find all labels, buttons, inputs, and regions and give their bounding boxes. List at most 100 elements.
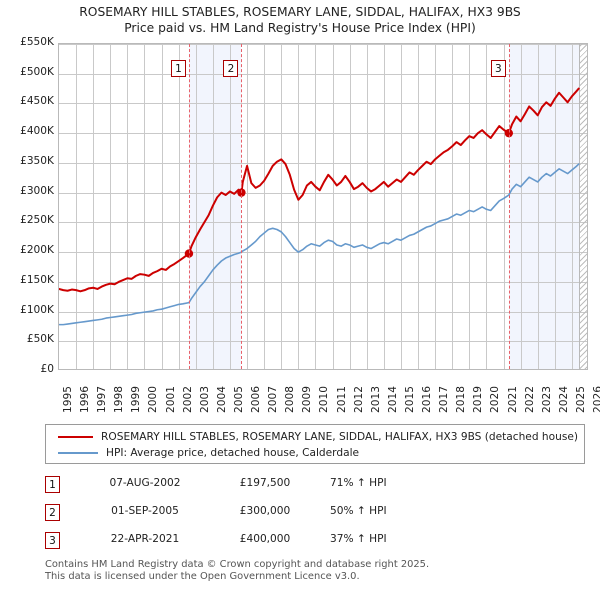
gridline-vertical bbox=[264, 44, 265, 369]
gridline-vertical bbox=[196, 44, 197, 369]
gridline-vertical bbox=[504, 44, 505, 369]
gridline-vertical bbox=[384, 44, 385, 369]
event-marker-badge-1[interactable]: 1 bbox=[170, 60, 186, 77]
table-row: 1 07-AUG-2002 £197,500 71% ↑ HPI bbox=[45, 474, 465, 502]
y-tick-label: £350K bbox=[20, 154, 54, 167]
gridline-vertical bbox=[315, 44, 316, 369]
gridline-vertical bbox=[572, 44, 573, 369]
legend-item-1: ROSEMARY HILL STABLES, ROSEMARY LANE, SI… bbox=[52, 429, 578, 445]
x-tick-label: 2000 bbox=[147, 386, 160, 413]
y-tick-label: £100K bbox=[20, 303, 54, 316]
gridline-horizontal bbox=[59, 74, 587, 75]
x-tick-label: 2006 bbox=[250, 386, 263, 413]
x-tick-label: 2025 bbox=[574, 386, 587, 413]
page-title: ROSEMARY HILL STABLES, ROSEMARY LANE, SI… bbox=[0, 4, 600, 36]
x-tick-label: 2001 bbox=[164, 386, 177, 413]
table-row: 2 01-SEP-2005 £300,000 50% ↑ HPI bbox=[45, 502, 465, 530]
x-tick-label: 2019 bbox=[472, 386, 485, 413]
gridline-vertical bbox=[247, 44, 248, 369]
event-point-2[interactable] bbox=[237, 188, 246, 197]
x-tick-label: 2024 bbox=[557, 386, 570, 413]
gridline-horizontal bbox=[59, 193, 587, 194]
legend-swatch-1 bbox=[58, 436, 94, 438]
x-tick-label: 1995 bbox=[62, 386, 74, 413]
x-tick-label: 2004 bbox=[215, 386, 228, 413]
x-tick-label: 2007 bbox=[267, 386, 280, 413]
y-tick-label: £150K bbox=[20, 273, 54, 286]
gridline-vertical bbox=[350, 44, 351, 369]
footer-line-1: Contains HM Land Registry data © Crown c… bbox=[45, 559, 430, 570]
x-tick-label: 2002 bbox=[181, 386, 194, 413]
transaction-price: £197,500 bbox=[239, 477, 291, 489]
gridline-vertical bbox=[110, 44, 111, 369]
gridline-horizontal bbox=[59, 222, 587, 223]
gridline-vertical bbox=[435, 44, 436, 369]
transaction-price: £300,000 bbox=[239, 505, 291, 517]
transaction-number-badge[interactable]: 3 bbox=[45, 532, 60, 549]
event-marker-badge-2[interactable]: 2 bbox=[223, 60, 239, 77]
x-tick-label: 2010 bbox=[318, 386, 331, 413]
table-row: 3 22-APR-2021 £400,000 37% ↑ HPI bbox=[45, 530, 465, 558]
legend-item-2: HPI: Average price, detached house, Cald… bbox=[52, 445, 578, 461]
gridline-vertical bbox=[162, 44, 163, 369]
x-tick-label: 2005 bbox=[232, 386, 245, 413]
gridline-horizontal bbox=[59, 103, 587, 104]
x-tick-label: 2023 bbox=[540, 386, 553, 413]
x-tick-label: 2012 bbox=[352, 386, 365, 413]
x-tick-label: 2016 bbox=[421, 386, 434, 413]
y-tick-label: £550K bbox=[20, 36, 54, 48]
transaction-date: 01-SEP-2005 bbox=[111, 505, 179, 517]
y-tick-label: £400K bbox=[20, 125, 54, 138]
gridline-horizontal bbox=[59, 133, 587, 134]
x-tick-label: 2011 bbox=[335, 386, 348, 413]
legend-swatch-2 bbox=[58, 452, 98, 454]
y-tick-label: £500K bbox=[20, 65, 54, 78]
transaction-number-badge[interactable]: 2 bbox=[45, 504, 60, 521]
y-tick-label: £200K bbox=[20, 244, 54, 257]
transaction-date: 07-AUG-2002 bbox=[109, 477, 181, 489]
gridline-vertical bbox=[93, 44, 94, 369]
y-tick-label: £0 bbox=[40, 363, 54, 375]
gridline-horizontal bbox=[59, 312, 587, 313]
gridline-vertical bbox=[127, 44, 128, 369]
x-tick-label: 2026 bbox=[592, 386, 600, 413]
x-tick-label: 2003 bbox=[198, 386, 211, 413]
x-tick-label: 2017 bbox=[438, 386, 451, 413]
x-tick-label: 2022 bbox=[523, 386, 536, 413]
shaded-band-2 bbox=[508, 44, 579, 369]
x-tick-label: 1997 bbox=[96, 386, 109, 413]
gridline-vertical bbox=[418, 44, 419, 369]
gridline-vertical bbox=[555, 44, 556, 369]
x-tick-label: 1998 bbox=[113, 386, 126, 413]
gridline-horizontal bbox=[59, 44, 587, 45]
event-marker-badge-3[interactable]: 3 bbox=[490, 60, 506, 77]
event-marker-line-1 bbox=[188, 44, 190, 369]
transaction-price: £400,000 bbox=[239, 533, 291, 545]
x-tick-label: 2020 bbox=[489, 386, 502, 413]
x-tick-label: 1999 bbox=[130, 386, 143, 413]
transaction-hpi-delta: 50% ↑ HPI bbox=[330, 505, 387, 517]
title-line-2: Price paid vs. HM Land Registry's House … bbox=[124, 21, 476, 35]
gridline-vertical bbox=[367, 44, 368, 369]
x-tick-label: 2009 bbox=[301, 386, 314, 413]
y-tick-label: £450K bbox=[20, 95, 54, 108]
gridline-horizontal bbox=[59, 163, 587, 164]
transaction-date: 22-APR-2021 bbox=[110, 533, 180, 545]
gridline-vertical bbox=[144, 44, 145, 369]
legend-label-2: HPI: Average price, detached house, Cald… bbox=[106, 447, 360, 459]
event-marker-line-2 bbox=[241, 44, 243, 369]
transaction-number-badge[interactable]: 1 bbox=[45, 476, 60, 493]
future-projection-region bbox=[578, 44, 587, 369]
gridline-vertical bbox=[298, 44, 299, 369]
plot-region: 1 2 3 bbox=[58, 43, 588, 370]
x-tick-label: 2013 bbox=[369, 386, 382, 413]
title-line-1: ROSEMARY HILL STABLES, ROSEMARY LANE, SI… bbox=[79, 5, 521, 19]
x-axis-labels: 1995 1996 1997 1998 1999 2000 2001 2002 2003 2004… bbox=[58, 373, 600, 415]
gridline-horizontal bbox=[59, 282, 587, 283]
gridline-vertical bbox=[469, 44, 470, 369]
event-marker-line-3 bbox=[508, 44, 510, 369]
x-tick-label: 1996 bbox=[79, 386, 92, 413]
gridline-vertical bbox=[230, 44, 231, 369]
chart-legend: ROSEMARY HILL STABLES, ROSEMARY LANE, SI… bbox=[45, 424, 585, 464]
transaction-hpi-delta: 71% ↑ HPI bbox=[330, 477, 387, 489]
